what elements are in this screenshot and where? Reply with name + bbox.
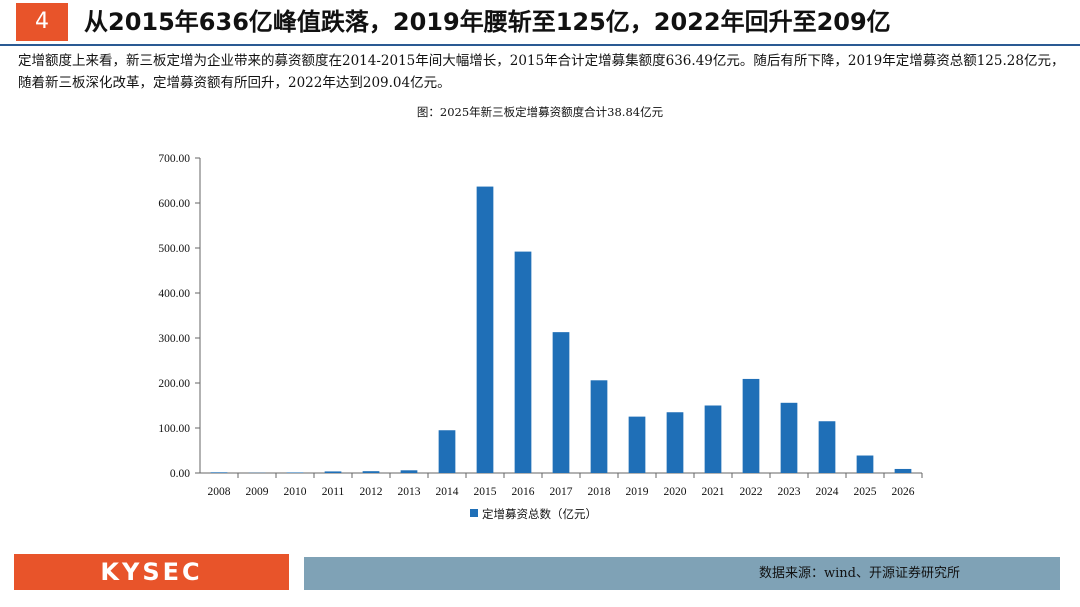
slide-header: 4 从2015年636亿峰值跌落，2019年腰斩至125亿，2022年回升至20…: [0, 0, 1080, 46]
bar: [894, 468, 912, 473]
legend-label: 定增募资总数（亿元）: [482, 507, 597, 521]
bar: [286, 472, 304, 473]
x-tick-label: 2017: [550, 486, 573, 498]
x-tick-label: 2011: [322, 486, 345, 498]
x-tick-label: 2023: [778, 486, 801, 498]
bar: [514, 251, 532, 473]
bar: [628, 416, 646, 473]
x-tick-label: 2014: [436, 486, 459, 498]
bar: [362, 471, 380, 473]
x-tick-label: 2026: [892, 486, 915, 498]
bar: [400, 470, 418, 473]
x-tick-label: 2010: [284, 486, 307, 498]
intro-paragraph: 定增额度上来看，新三板定增为企业带来的募资额度在2014-2015年间大幅增长，…: [18, 53, 1065, 91]
bar: [324, 471, 342, 473]
bar: [552, 332, 570, 473]
bar: [210, 472, 228, 473]
bar: [438, 430, 456, 473]
bar: [704, 405, 722, 473]
x-tick-label: 2022: [740, 486, 763, 498]
kysec-logo: KYSEC: [14, 554, 289, 590]
x-tick-label: 2015: [474, 486, 497, 498]
x-tick-label: 2008: [208, 486, 231, 498]
bar: [818, 421, 836, 473]
bar: [780, 402, 798, 473]
y-tick-label: 500.00: [158, 243, 190, 255]
y-tick-label: 300.00: [158, 333, 190, 345]
x-tick-label: 2018: [588, 486, 611, 498]
x-tick-label: 2009: [246, 486, 269, 498]
y-tick-label: 0.00: [170, 468, 190, 480]
data-source-note: 数据来源：wind、开源证券研究所: [759, 566, 960, 581]
legend-swatch: [470, 509, 478, 517]
y-tick-label: 200.00: [158, 378, 190, 390]
figure-title: 图：2025年新三板定增募资额度合计38.84亿元: [416, 105, 664, 119]
x-tick-label: 2021: [702, 486, 725, 498]
y-tick-label: 400.00: [158, 288, 190, 300]
x-tick-label: 2016: [512, 486, 535, 498]
bar: [856, 455, 874, 473]
bar: [476, 186, 494, 473]
bar: [666, 412, 684, 473]
y-tick-label: 600.00: [158, 198, 190, 210]
bar: [590, 380, 608, 473]
x-tick-label: 2013: [398, 486, 421, 498]
bar: [742, 378, 760, 473]
x-tick-label: 2012: [360, 486, 383, 498]
y-tick-label: 100.00: [158, 423, 190, 435]
slide-title: 从2015年636亿峰值跌落，2019年腰斩至125亿，2022年回升至209亿: [84, 8, 891, 36]
x-tick-label: 2024: [816, 486, 839, 498]
slide-number-badge: 4: [16, 3, 68, 41]
footer-bar: 数据来源：wind、开源证券研究所: [304, 557, 1060, 590]
header-divider: [0, 44, 1080, 46]
x-tick-label: 2019: [626, 486, 649, 498]
y-tick-label: 700.00: [158, 153, 190, 165]
x-tick-label: 2020: [664, 486, 687, 498]
x-tick-label: 2025: [854, 486, 877, 498]
